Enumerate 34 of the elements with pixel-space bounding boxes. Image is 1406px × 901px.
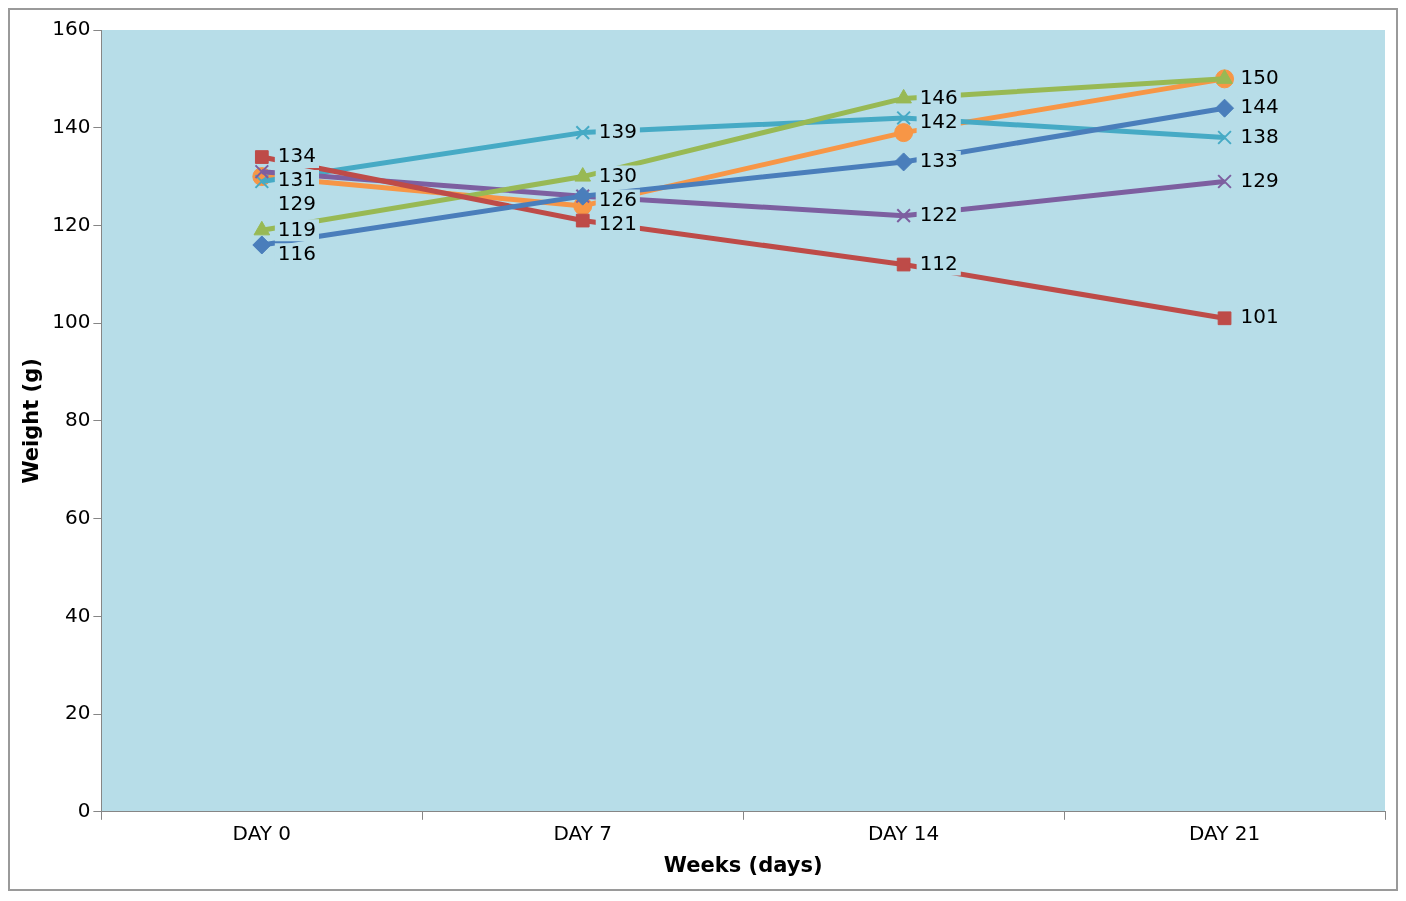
data-label: 133	[919, 148, 958, 173]
x-tick-label: DAY 21	[1188, 821, 1261, 845]
y-tick-label: 120	[52, 211, 91, 236]
x-tick-label: DAY 14	[868, 821, 940, 845]
y-tick-label: 20	[64, 700, 91, 725]
data-label: 130	[598, 162, 637, 187]
y-tick-label: 60	[64, 504, 91, 529]
data-label: 144	[1240, 94, 1279, 119]
data-label: 101	[1240, 304, 1279, 329]
y-tick-label: 0	[77, 798, 91, 822]
x-tick-label: DAY 7	[553, 821, 612, 845]
data-label: 139	[598, 118, 637, 143]
data-label: 122	[919, 201, 958, 226]
data-label: 138	[1240, 123, 1279, 148]
data-label: 119	[277, 216, 317, 241]
data-label: 131	[277, 167, 317, 192]
data-label: 134	[277, 143, 317, 168]
y-tick-label: 40	[64, 602, 91, 627]
data-label: 126	[598, 186, 637, 211]
data-label: 142	[919, 108, 958, 133]
x-axis-title: Weeks (days)	[663, 852, 823, 877]
data-label: 150	[1240, 65, 1279, 90]
y-axis-title: Weight (g)	[19, 358, 44, 484]
y-tick-label: 80	[64, 407, 91, 432]
data-label: 121	[598, 210, 637, 235]
y-tick-label: 160	[52, 16, 91, 41]
y-tick-label: 100	[52, 309, 91, 334]
data-label: 129	[277, 191, 317, 216]
y-tick-label: 140	[52, 113, 91, 138]
data-label: 146	[919, 84, 958, 109]
data-label: 116	[277, 240, 317, 265]
data-label: 129	[1240, 167, 1279, 192]
data-label: 112	[919, 250, 958, 275]
x-tick-label: DAY 0	[232, 821, 292, 845]
